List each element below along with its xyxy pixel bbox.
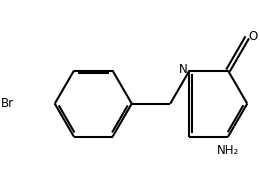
Text: O: O — [249, 30, 258, 43]
Text: NH₂: NH₂ — [217, 144, 239, 157]
Text: Br: Br — [1, 97, 14, 110]
Text: N: N — [179, 63, 188, 76]
